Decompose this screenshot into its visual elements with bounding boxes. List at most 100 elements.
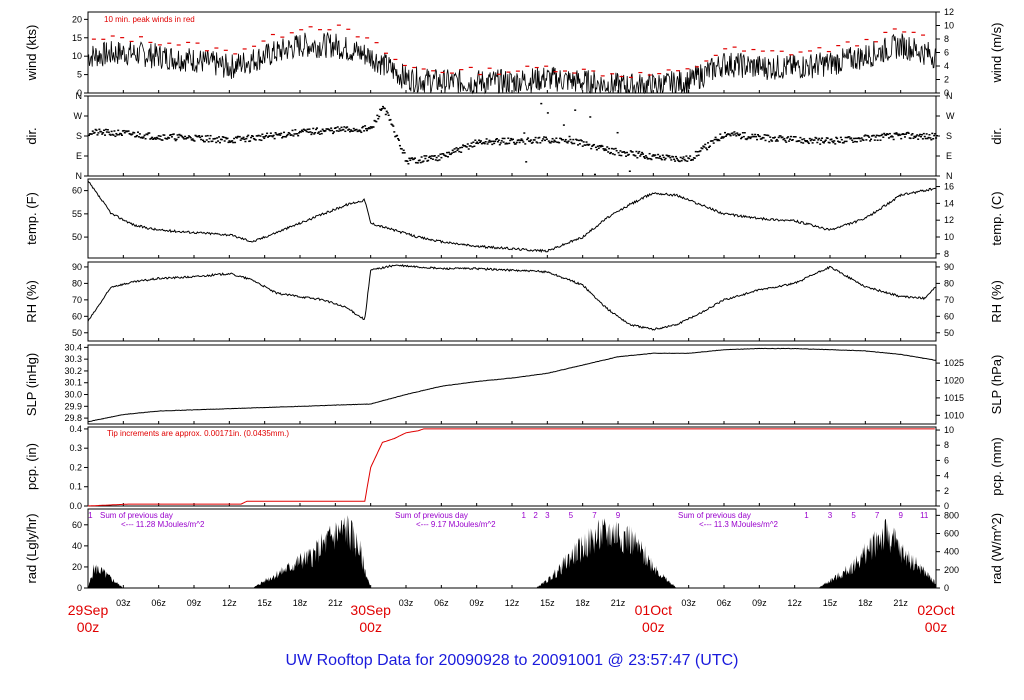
dir-point	[773, 136, 776, 139]
dir-point	[189, 137, 192, 139]
dir-point	[166, 138, 169, 140]
dir-ytick-label: E	[76, 151, 82, 161]
dir-point	[645, 156, 648, 159]
dir-point	[416, 162, 419, 164]
dir-point	[558, 141, 561, 144]
dir-point	[863, 135, 866, 137]
dir-point	[349, 129, 352, 131]
dir-point	[98, 128, 101, 131]
dir-point	[549, 142, 552, 144]
dir-point	[242, 136, 245, 139]
rad-hour-label: 7	[592, 511, 597, 520]
dir-point	[244, 140, 247, 143]
dir-point	[668, 155, 671, 157]
dir-point	[928, 134, 931, 136]
dir-point	[363, 130, 366, 132]
wind-ytick-right-label: 2	[944, 75, 949, 85]
dir-point	[666, 154, 669, 157]
dir-point	[789, 138, 792, 140]
rad-ylabel-right: rad (W/m^2)	[989, 513, 1004, 584]
dir-point	[855, 141, 858, 143]
dir-point	[805, 140, 808, 142]
dir-point	[461, 146, 464, 149]
dir-point	[131, 133, 134, 135]
rad-area	[88, 515, 936, 588]
dir-point	[365, 129, 368, 132]
dir-point	[466, 143, 469, 145]
dir-point	[369, 126, 372, 128]
dir-point	[510, 137, 513, 140]
dir-point	[497, 139, 500, 141]
dir-point	[933, 134, 936, 137]
dir-point	[123, 132, 126, 134]
dir-point	[528, 140, 531, 143]
dir-point	[688, 157, 691, 160]
dir-point	[215, 141, 218, 144]
dir-point	[786, 137, 789, 139]
dir-point	[228, 140, 231, 142]
dir-point	[453, 148, 456, 150]
dir-point	[623, 151, 626, 153]
dir-point	[186, 137, 189, 139]
dir-point	[151, 136, 154, 139]
dir-point	[508, 142, 511, 145]
dir-point	[343, 126, 346, 128]
dir-point	[411, 157, 414, 159]
dir-point	[467, 148, 470, 150]
dir-point	[436, 159, 439, 162]
slp-ytick-label: 30.4	[64, 342, 82, 352]
dir-point	[576, 139, 579, 141]
dir-point	[283, 131, 286, 134]
dir-point	[358, 129, 361, 131]
dir-point	[922, 132, 925, 135]
dir-point	[431, 158, 434, 160]
rad-hour-label: 9	[898, 511, 903, 520]
dir-ytick-right-label: N	[946, 171, 953, 181]
dir-point	[594, 146, 597, 149]
rad-hour-label: 1	[522, 511, 527, 520]
dir-point	[695, 155, 698, 157]
x-major-date: 01Oct	[635, 602, 672, 618]
dir-point	[789, 135, 792, 138]
dir-point	[883, 132, 886, 135]
dir-point	[881, 133, 884, 136]
dir-point	[547, 140, 550, 142]
dir-point	[174, 139, 177, 142]
dir-point	[389, 118, 392, 121]
dir-point	[381, 105, 384, 108]
dir-point	[249, 140, 252, 142]
dir-point	[930, 138, 933, 141]
dir-point	[456, 149, 459, 151]
slp-ytick-right-label: 1015	[944, 393, 964, 403]
rad-hour-label: 1	[804, 511, 809, 520]
dir-point	[894, 133, 897, 135]
temp-ylabel: temp. (F)	[24, 192, 39, 245]
dir-point	[637, 152, 640, 154]
dir-point	[264, 135, 267, 138]
dir-point	[593, 143, 596, 146]
temp-ytick-right-label: 8	[944, 249, 949, 259]
dir-point	[683, 158, 686, 161]
dir-point	[458, 150, 461, 153]
dir-point	[807, 142, 810, 145]
dir-point	[843, 140, 846, 143]
dir-point	[499, 142, 502, 144]
dir-point	[296, 133, 299, 135]
dir-point	[617, 151, 620, 154]
rad-sum-label: Sum of previous day	[395, 511, 468, 520]
dir-point	[599, 146, 602, 148]
dir-point	[208, 137, 211, 140]
dir-point	[512, 138, 514, 141]
dir-point	[104, 134, 107, 136]
dir-point	[402, 149, 405, 152]
dir-point	[209, 134, 212, 137]
dir-point	[891, 136, 894, 138]
dir-point	[115, 132, 118, 135]
dir-point	[316, 132, 319, 134]
dir-point	[818, 137, 821, 140]
dir-point	[740, 137, 743, 140]
dir-point	[596, 145, 599, 148]
dir-point	[540, 102, 543, 105]
dir-point	[545, 138, 548, 140]
dir-point	[110, 130, 113, 133]
